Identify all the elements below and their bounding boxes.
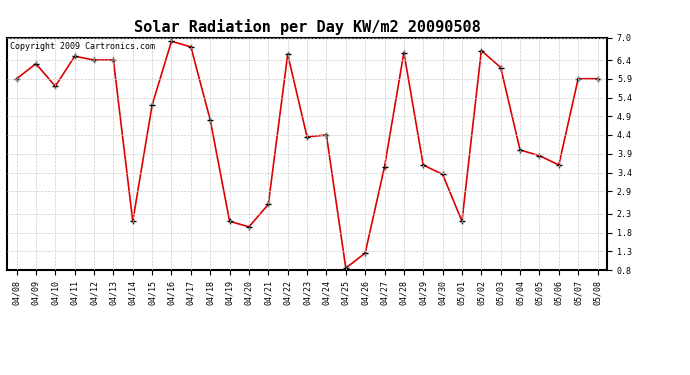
Text: Copyright 2009 Cartronics.com: Copyright 2009 Cartronics.com (10, 42, 155, 51)
Title: Solar Radiation per Day KW/m2 20090508: Solar Radiation per Day KW/m2 20090508 (134, 19, 480, 35)
